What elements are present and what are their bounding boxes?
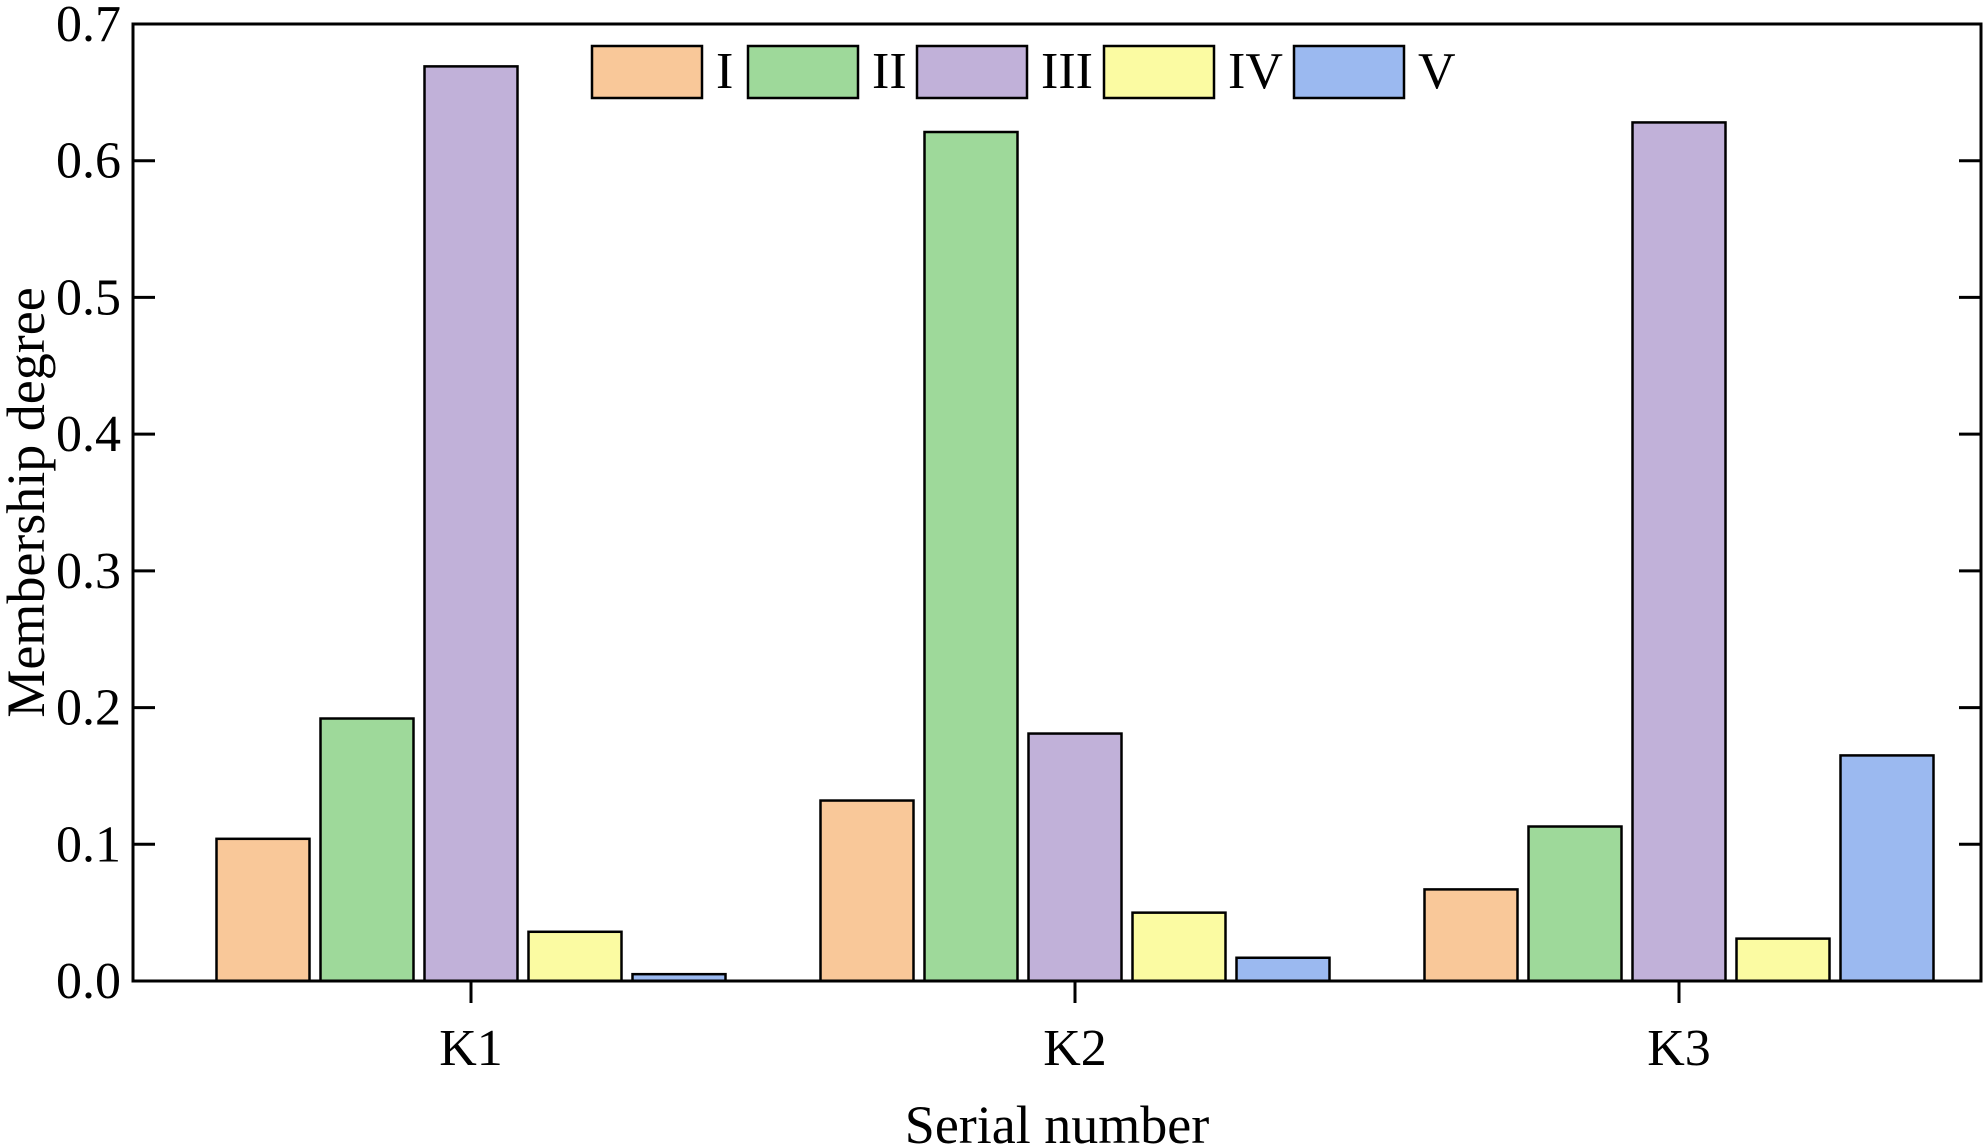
legend-label-III: III <box>1041 43 1093 100</box>
y-axis-title: Membership degree <box>0 287 56 717</box>
bar-IV-K1 <box>527 930 623 983</box>
bar-III-K3 <box>1631 121 1727 983</box>
plot-frame <box>131 22 1983 983</box>
legend-label-IV: IV <box>1228 43 1283 100</box>
legend-swatch-IV <box>1102 44 1216 100</box>
bar-IV-K3 <box>1735 937 1831 983</box>
axes-layer: 0.0 0.1 0.2 0.3 0.4 0.5 0.6 0.7 K1 K2 K3 <box>56 0 1981 1077</box>
legend-label-II: II <box>872 43 907 100</box>
bar-II-K3 <box>1527 825 1623 983</box>
x-tick-label-K1: K1 <box>439 1020 503 1077</box>
x-axis-title: Serial number <box>905 1095 1209 1145</box>
legend-swatch-II <box>746 44 860 100</box>
y-tick-label: 0.4 <box>56 406 121 463</box>
bar-V-K2 <box>1235 956 1331 983</box>
bar-I-K1 <box>215 837 311 983</box>
bar-I-K3 <box>1423 888 1519 983</box>
bar-II-K1 <box>319 717 415 983</box>
bar-III-K2 <box>1027 732 1123 983</box>
y-tick-label: 0.6 <box>56 133 121 190</box>
legend: I II III IV V <box>590 43 1456 100</box>
legend-label-I: I <box>716 43 733 100</box>
y-tick-label: 0.2 <box>56 680 121 737</box>
legend-swatch-III <box>915 44 1029 100</box>
bar-IV-K2 <box>1131 911 1227 983</box>
y-tick-label: 0.3 <box>56 543 121 600</box>
bar-III-K1 <box>423 65 519 983</box>
y-tick-label: 0.0 <box>56 953 121 1010</box>
bar-V-K3 <box>1839 754 1935 983</box>
y-tick-label: 0.7 <box>56 0 121 53</box>
bar-I-K2 <box>819 799 915 983</box>
x-tick-label-K2: K2 <box>1043 1020 1107 1077</box>
y-tick-label: 0.1 <box>56 816 121 873</box>
x-tick-label-K3: K3 <box>1647 1020 1711 1077</box>
legend-swatch-I <box>590 44 704 100</box>
bars-layer <box>215 65 1935 983</box>
legend-label-V: V <box>1418 43 1456 100</box>
legend-swatch-V <box>1292 44 1406 100</box>
bar-II-K2 <box>923 130 1019 983</box>
y-tick-label: 0.5 <box>56 269 121 326</box>
